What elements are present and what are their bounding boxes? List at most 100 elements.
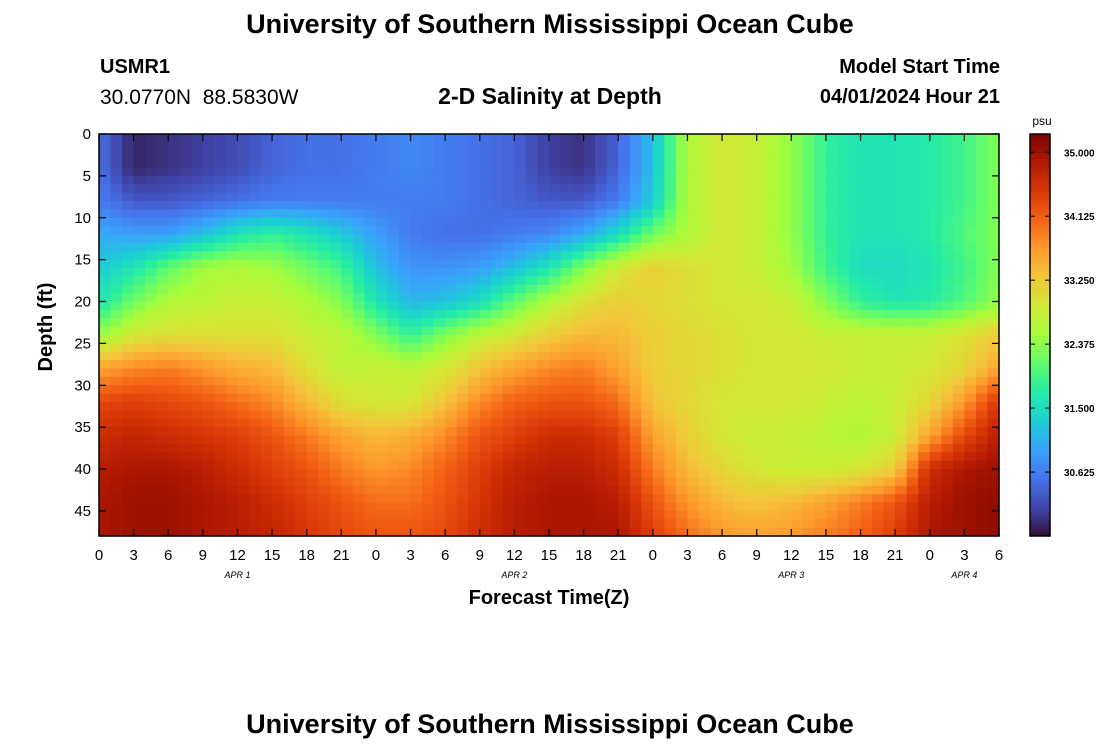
- heatmap-cell: [202, 351, 215, 361]
- heatmap-cell: [399, 309, 412, 319]
- heatmap-cell: [825, 226, 839, 236]
- heatmap-cell: [329, 326, 342, 336]
- heatmap-cell: [941, 519, 954, 529]
- heatmap-cell: [387, 435, 400, 445]
- heatmap-cell: [779, 485, 792, 495]
- heatmap-cell: [860, 226, 873, 236]
- heatmap-cell: [456, 134, 469, 143]
- heatmap-cell: [975, 527, 989, 537]
- heatmap-cell: [99, 502, 112, 512]
- heatmap-cell: [779, 326, 792, 336]
- heatmap-cell: [179, 385, 192, 395]
- heatmap-cell: [722, 167, 735, 177]
- heatmap-cell: [364, 443, 377, 453]
- heatmap-cell: [641, 376, 654, 386]
- heatmap-cell: [895, 502, 908, 512]
- heatmap-cell: [295, 217, 308, 227]
- heatmap-cell: [941, 460, 954, 470]
- y-tick-label: 45: [74, 503, 91, 520]
- heatmap-cell: [168, 301, 181, 311]
- heatmap-cell: [652, 393, 665, 403]
- heatmap-cell: [399, 351, 412, 361]
- heatmap-cell: [537, 469, 550, 478]
- heatmap-cell: [99, 234, 112, 244]
- heatmap-cell: [329, 242, 342, 252]
- heatmap-cell: [699, 502, 712, 512]
- heatmap-cell: [629, 326, 642, 336]
- heatmap-cell: [168, 268, 181, 277]
- heatmap-cell: [272, 301, 285, 311]
- heatmap-cell: [179, 410, 192, 420]
- heatmap-cell: [133, 376, 146, 386]
- heatmap-cell: [514, 510, 527, 520]
- heatmap-cell: [110, 452, 123, 462]
- heatmap-cell: [191, 175, 204, 185]
- heatmap-cell: [837, 494, 850, 504]
- heatmap-cell: [237, 217, 250, 227]
- heatmap-cell: [756, 234, 769, 244]
- heatmap-cell: [283, 268, 296, 277]
- heatmap-cell: [675, 477, 689, 487]
- heatmap-cell: [918, 251, 931, 261]
- heatmap-cell: [491, 142, 504, 152]
- heatmap-cell: [99, 326, 112, 336]
- heatmap-cell: [375, 452, 389, 462]
- heatmap-cell: [629, 519, 642, 529]
- heatmap-cell: [237, 335, 250, 344]
- heatmap-cell: [872, 435, 885, 445]
- heatmap-cell: [479, 460, 492, 470]
- heatmap-cell: [583, 284, 596, 294]
- heatmap-cell: [987, 376, 1000, 386]
- heatmap-cell: [479, 360, 492, 370]
- heatmap-cell: [168, 226, 181, 236]
- heatmap-cell: [260, 150, 273, 160]
- heatmap-cell: [272, 251, 285, 261]
- heatmap-cell: [537, 134, 550, 143]
- heatmap-cell: [710, 201, 723, 210]
- heatmap-cell: [572, 326, 585, 336]
- heatmap-cell: [375, 368, 389, 378]
- heatmap-cell: [295, 435, 308, 445]
- x-tick-label: 3: [960, 547, 968, 564]
- heatmap-cell: [283, 485, 296, 495]
- heatmap-cell: [664, 376, 677, 386]
- heatmap-cell: [456, 443, 469, 453]
- heatmap-cell: [502, 234, 515, 244]
- heatmap-cell: [549, 268, 562, 277]
- heatmap-cell: [779, 134, 792, 143]
- heatmap-cell: [410, 309, 423, 319]
- heatmap-cell: [825, 217, 839, 227]
- heatmap-cell: [468, 360, 481, 370]
- heatmap-cell: [295, 251, 308, 261]
- heatmap-cell: [283, 326, 296, 336]
- heatmap-cell: [387, 192, 400, 202]
- heatmap-cell: [641, 402, 654, 411]
- heatmap-cell: [364, 485, 377, 495]
- heatmap-cell: [399, 410, 412, 420]
- heatmap-cell: [502, 519, 515, 529]
- heatmap-cell: [987, 251, 1000, 261]
- heatmap-cell: [283, 293, 296, 303]
- heatmap-cell: [468, 427, 481, 437]
- heatmap-cell: [306, 460, 319, 470]
- heatmap-cell: [329, 259, 342, 269]
- heatmap-cell: [122, 494, 135, 504]
- colorbar-unit: psu: [1032, 114, 1051, 128]
- heatmap-cell: [410, 485, 423, 495]
- heatmap-cell: [722, 150, 735, 160]
- heatmap-cell: [641, 452, 654, 462]
- heatmap-cell: [687, 376, 700, 386]
- heatmap-cell: [641, 326, 654, 336]
- heatmap-cell: [410, 242, 423, 252]
- heatmap-cell: [964, 242, 977, 252]
- heatmap-cell: [652, 150, 665, 160]
- heatmap-cell: [422, 494, 435, 504]
- heatmap-cell: [895, 251, 908, 261]
- heatmap-cell: [675, 251, 689, 261]
- heatmap-cell: [560, 284, 573, 294]
- heatmap-cell: [387, 385, 400, 395]
- heatmap-cell: [791, 192, 804, 202]
- heatmap-cell: [283, 469, 296, 478]
- heatmap-cell: [122, 326, 135, 336]
- heatmap-cell: [306, 284, 319, 294]
